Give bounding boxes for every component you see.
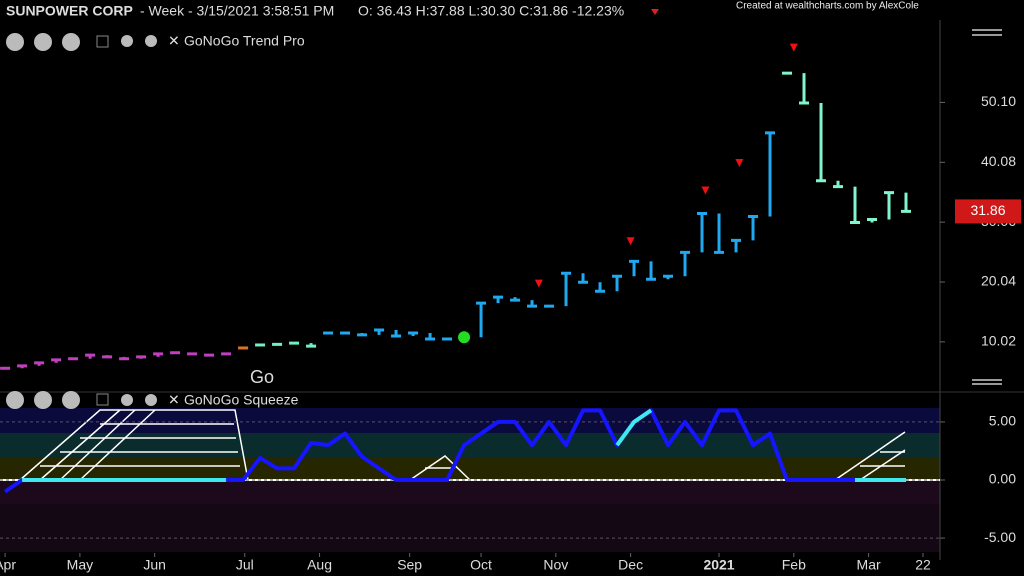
x-tick-label: Jun	[143, 557, 166, 573]
price-bar	[221, 352, 232, 356]
price-bar	[867, 218, 878, 223]
down-icon	[651, 9, 659, 15]
band	[0, 408, 940, 433]
x-tick-label: 22	[915, 557, 931, 573]
price-bar	[578, 273, 589, 284]
price-bar	[646, 261, 657, 281]
price-bar	[272, 342, 283, 346]
price-bar	[391, 330, 402, 338]
x-tick-label: Sep	[397, 557, 422, 573]
price-bar	[612, 274, 623, 292]
y-tick-label: 50.10	[981, 93, 1016, 109]
y-tick-label: 20.04	[981, 273, 1016, 289]
x-tick-label: Feb	[782, 557, 806, 573]
credit: Created at wealthcharts.com by AlexCole	[736, 1, 919, 12]
oscillator-line	[615, 408, 653, 447]
price-bar	[833, 180, 844, 189]
signal-arrow	[789, 43, 798, 52]
x-tick-label: Oct	[470, 557, 492, 573]
x-tick-label: Mar	[857, 557, 881, 573]
price-bar	[136, 355, 147, 359]
y-tick-label: 0.00	[989, 471, 1016, 487]
indicator-title: GoNoGo Trend Pro	[184, 33, 305, 49]
y-tick-label: 40.08	[981, 153, 1016, 169]
price-bar	[799, 73, 810, 105]
price-bar	[493, 295, 504, 304]
price-bar	[748, 215, 759, 241]
price-bar	[816, 103, 827, 183]
signal-arrow	[735, 158, 744, 167]
squeeze-grid	[19, 409, 906, 481]
price-bar	[476, 301, 487, 338]
price-bar	[697, 212, 708, 253]
price-bar	[765, 131, 776, 217]
signal-arrow	[626, 237, 635, 246]
price-bar	[850, 186, 861, 225]
price-bar	[357, 333, 368, 337]
last-price-box	[955, 199, 1021, 224]
signal-arrow	[534, 279, 543, 288]
price-bar	[119, 356, 130, 361]
y-tick-label: 5.00	[989, 413, 1016, 429]
price-bar	[51, 358, 62, 363]
go-dot	[458, 331, 471, 344]
price-bar	[884, 191, 895, 220]
price-bar	[306, 343, 317, 348]
x-tick-label: Nov	[543, 557, 568, 573]
price-bar	[17, 364, 28, 369]
price-bar	[425, 333, 436, 341]
price-bar	[85, 353, 96, 359]
price-bar	[663, 274, 674, 280]
x-tick-label: 2021	[703, 557, 734, 573]
y-tick-label: -5.00	[984, 529, 1016, 545]
x-tick-label: Aug	[307, 557, 332, 573]
price-bar	[731, 238, 742, 253]
y-tick-label: 10.02	[981, 333, 1016, 349]
signal-arrow	[701, 186, 710, 195]
price-bar	[153, 352, 164, 357]
price-bar	[187, 352, 198, 356]
interval: - Week - 3/15/2021 3:58:51 PM	[140, 3, 334, 19]
annotation: Go	[250, 367, 274, 387]
quote: O: 36.43 H:37.88 L:30.30 C:31.86 -12.23%	[358, 3, 624, 19]
price-bar	[680, 250, 691, 277]
price-bar	[34, 361, 45, 366]
close-icon[interactable]: ✕	[168, 392, 180, 408]
indicator-title: GoNoGo Squeeze	[184, 392, 299, 408]
price-bar	[510, 297, 521, 302]
price-bar	[527, 300, 538, 308]
toolbar[interactable]	[6, 33, 157, 409]
band	[0, 457, 940, 480]
x-tick-label: Apr	[0, 557, 16, 573]
price-bar	[629, 259, 640, 277]
price-bar	[289, 341, 300, 345]
price-bar	[374, 328, 385, 335]
price-bar	[68, 357, 79, 361]
menu-icon[interactable]	[972, 29, 1002, 385]
x-tick-label: Dec	[618, 557, 643, 573]
price-bar	[595, 282, 606, 293]
price-bar	[408, 331, 419, 337]
price-bar	[204, 353, 215, 357]
band	[0, 480, 940, 504]
symbol: SUNPOWER CORP	[6, 3, 133, 19]
price-bar	[561, 271, 572, 307]
last-price: 31.86	[970, 202, 1005, 218]
x-tick-label: May	[67, 557, 93, 573]
price-bar	[170, 351, 181, 355]
band	[0, 504, 940, 552]
x-tick-label: Jul	[236, 557, 254, 573]
close-icon[interactable]: ✕	[168, 33, 180, 49]
price-bar	[102, 355, 113, 359]
price-bar	[714, 213, 725, 254]
price-bar	[901, 192, 912, 213]
band	[0, 433, 940, 457]
